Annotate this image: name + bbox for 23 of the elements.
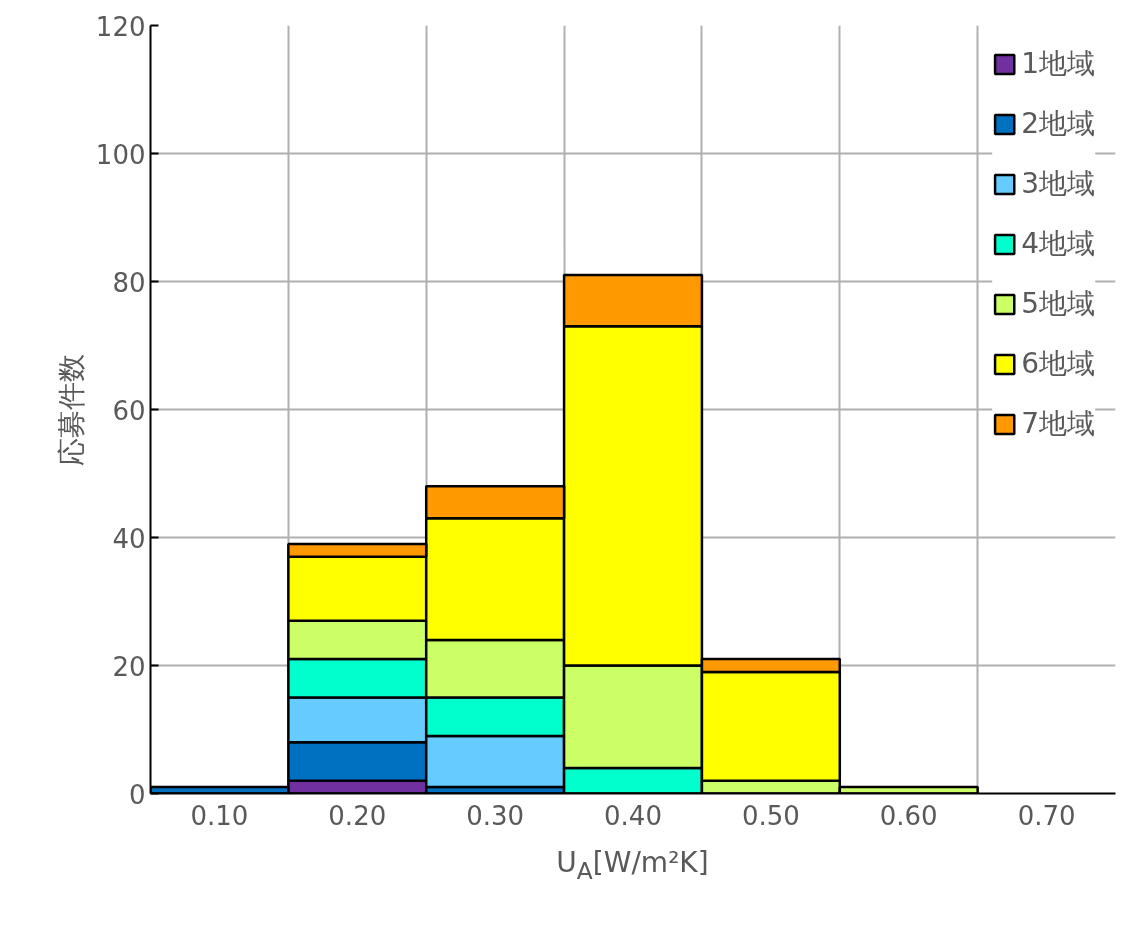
x-tick-label: 0.10 bbox=[190, 800, 249, 831]
legend-label: 3地域 bbox=[1021, 166, 1095, 202]
y-tick-label: 100 bbox=[95, 139, 146, 170]
legend-label: 5地域 bbox=[1021, 286, 1095, 322]
x-tick-label: 0.60 bbox=[879, 800, 938, 831]
legend-label: 4地域 bbox=[1021, 226, 1095, 262]
legend-label: 7地域 bbox=[1021, 406, 1095, 442]
x-tick-label: 0.20 bbox=[328, 800, 387, 831]
x-tick-label: 0.50 bbox=[741, 800, 800, 831]
y-tick-label: 60 bbox=[112, 395, 146, 426]
y-tick-label: 40 bbox=[112, 523, 146, 554]
y-tick-label: 120 bbox=[95, 11, 146, 42]
legend-label: 1地域 bbox=[1021, 46, 1095, 82]
x-tick-label: 0.70 bbox=[1017, 800, 1076, 831]
legend-label: 2地域 bbox=[1021, 106, 1095, 142]
x-tick-label: 0.30 bbox=[466, 800, 525, 831]
x-axis-title: U$_{A}$[W/m²K] bbox=[556, 845, 709, 887]
legend-label: 6地域 bbox=[1021, 346, 1095, 382]
y-axis-title: 応募件数 bbox=[54, 353, 88, 466]
y-tick-label: 80 bbox=[112, 267, 146, 298]
x-tick-label: 0.40 bbox=[604, 800, 662, 831]
y-tick-label: 0 bbox=[128, 779, 146, 810]
y-tick-label: 20 bbox=[112, 651, 146, 682]
